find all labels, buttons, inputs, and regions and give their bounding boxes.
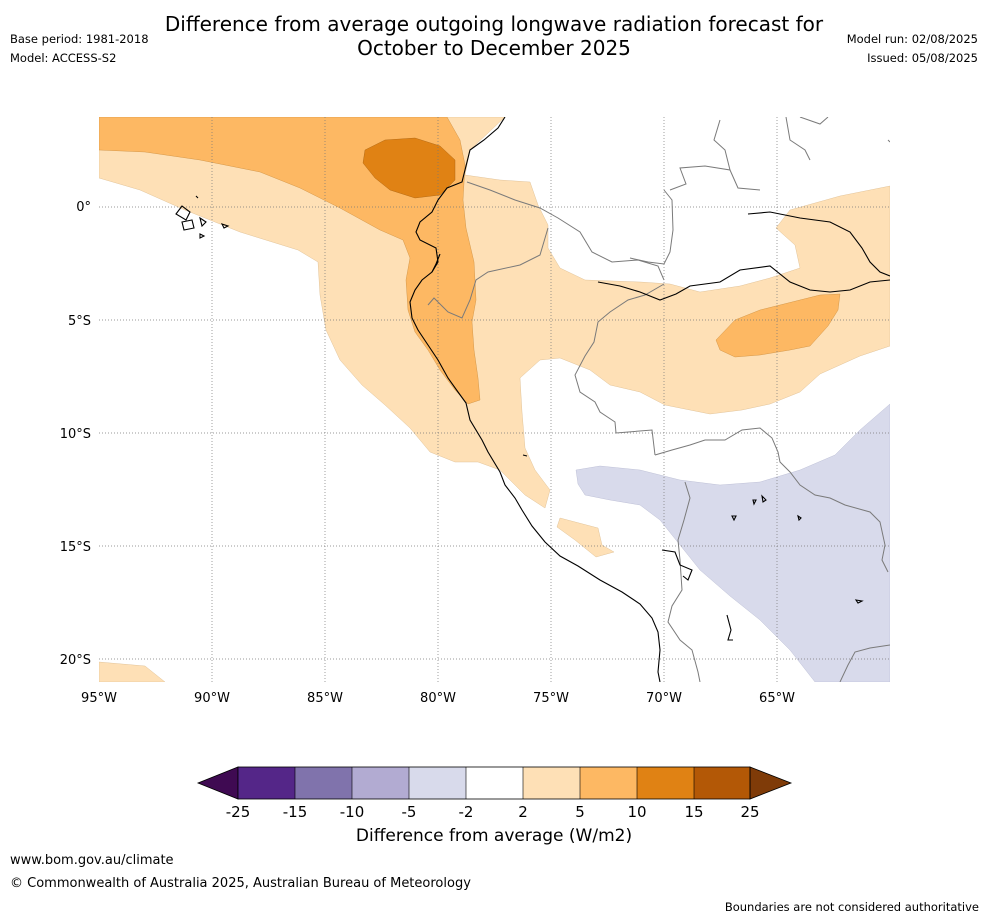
anomaly-region-2-5 bbox=[99, 117, 890, 509]
base-period-text: Base period: 1981-2018 bbox=[10, 32, 149, 46]
lon-label-80w: 80°W bbox=[420, 691, 456, 706]
colorbar-swatch-2 bbox=[295, 767, 352, 799]
title-line-1: Difference from average outgoing longwav… bbox=[164, 12, 824, 36]
colorbar-extend-low bbox=[196, 766, 239, 800]
page-title: Difference from average outgoing longwav… bbox=[0, 12, 988, 60]
lat-label-10s: 10°S bbox=[60, 427, 91, 442]
anomaly-region-5-10-east bbox=[715, 293, 841, 358]
colorbar-outline bbox=[237, 766, 751, 800]
colorbar-tick-1: -25 bbox=[226, 803, 251, 821]
colorbar-tick-9: 15 bbox=[684, 803, 703, 821]
colorbar-swatch-6 bbox=[523, 767, 580, 799]
model-run-text: Model run: 02/08/2025 bbox=[846, 32, 978, 46]
colorbar-tick-10: 25 bbox=[740, 803, 759, 821]
model-text: Model: ACCESS-S2 bbox=[10, 51, 117, 65]
anomaly-region-neg-5-2 bbox=[575, 403, 890, 682]
colorbar-swatch-8 bbox=[637, 767, 694, 799]
lat-label-5s: 5°S bbox=[68, 314, 91, 329]
colorbar-swatch-3 bbox=[352, 767, 409, 799]
colorbar-swatch-4 bbox=[409, 767, 466, 799]
lon-label-95w: 95°W bbox=[81, 691, 117, 706]
colorbar-tick-6: 2 bbox=[518, 803, 528, 821]
website-link[interactable]: www.bom.gov.au/climate bbox=[10, 853, 174, 868]
lat-label-15s: 15°S bbox=[60, 540, 91, 555]
colorbar-tick-5: -2 bbox=[459, 803, 474, 821]
colorbar-swatch-9 bbox=[694, 767, 750, 799]
colorbar-tick-7: 5 bbox=[575, 803, 585, 821]
lon-label-70w: 70°W bbox=[646, 691, 682, 706]
colorbar-tick-2: -15 bbox=[283, 803, 308, 821]
colorbar-tick-4: -5 bbox=[402, 803, 417, 821]
anomaly-region-2-5-small bbox=[556, 517, 615, 558]
map-plot-area bbox=[99, 117, 890, 682]
lon-label-75w: 75°W bbox=[533, 691, 569, 706]
disclaimer-text: Boundaries are not considered authoritat… bbox=[724, 900, 979, 914]
lat-label-0: 0° bbox=[76, 200, 91, 215]
gridlines bbox=[99, 117, 890, 682]
anomaly-region-5-10 bbox=[99, 117, 481, 405]
copyright-text: © Commonwealth of Australia 2025, Austra… bbox=[10, 876, 471, 891]
lon-label-85w: 85°W bbox=[307, 691, 343, 706]
colorbar-swatch-5 bbox=[466, 767, 523, 799]
colorbar-tick-8: 10 bbox=[627, 803, 646, 821]
coastlines bbox=[175, 117, 890, 682]
colorbar-tick-3: -10 bbox=[340, 803, 365, 821]
colorbar-swatch-1 bbox=[238, 767, 295, 799]
issued-text: Issued: 05/08/2025 bbox=[867, 51, 978, 65]
colorbar-extend-high bbox=[749, 766, 793, 800]
colorbar-swatch-7 bbox=[580, 767, 637, 799]
lon-label-65w: 65°W bbox=[759, 691, 795, 706]
title-line-2: October to December 2025 bbox=[357, 36, 631, 60]
colorbar: -25 -15 -10 -5 -2 2 5 10 15 25 bbox=[196, 766, 793, 821]
anomaly-region-2-5-corner bbox=[99, 661, 166, 682]
lat-label-20s: 20°S bbox=[60, 653, 91, 668]
lon-label-90w: 90°W bbox=[194, 691, 230, 706]
country-borders bbox=[427, 117, 890, 682]
colorbar-label: Difference from average (W/m2) bbox=[355, 826, 633, 846]
